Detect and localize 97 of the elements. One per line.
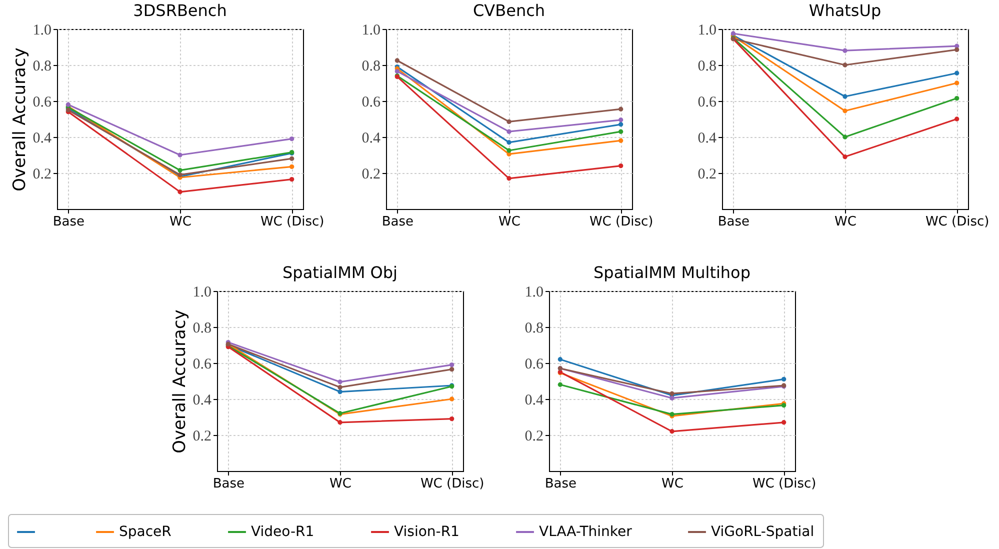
y-tick-label: 0.8 [524, 320, 544, 336]
legend-label: SpaceR [119, 524, 172, 540]
point [289, 136, 294, 142]
point [506, 176, 512, 181]
y-tick-label: 0.4 [32, 130, 52, 146]
y-tick-label: 0.8 [698, 58, 716, 74]
chart-title: SpatialMM Multihop [594, 263, 750, 282]
y-tick-label: 0.2 [362, 166, 380, 182]
point [558, 382, 563, 387]
point [954, 96, 960, 101]
point [618, 129, 624, 134]
point [449, 396, 454, 402]
y-axis-title: Overall Accuracy [10, 48, 30, 192]
legend-label: ViGoRL-Spatial [711, 524, 814, 540]
point [338, 384, 342, 390]
point [506, 140, 512, 145]
point [449, 366, 454, 372]
y-tick-label: 1.0 [362, 22, 380, 38]
point [618, 118, 624, 122]
x-tick-label: WC (Disc) [260, 214, 324, 230]
point [842, 62, 848, 68]
point [954, 47, 960, 52]
x-tick-label: WC [498, 214, 520, 230]
point [449, 362, 454, 368]
x-tick-label: WC (Disc) [589, 214, 654, 230]
legend-label: Video-R1 [251, 524, 314, 540]
legend-label: Vision-R1 [394, 524, 460, 540]
y-tick-label: 1.0 [698, 22, 716, 38]
point [842, 94, 848, 99]
x-tick-label: Base [212, 476, 245, 492]
y-tick-label: 0.6 [524, 356, 544, 372]
y-tick-label: 0.2 [32, 166, 52, 182]
point [449, 416, 454, 422]
point [781, 376, 786, 382]
point [842, 48, 848, 53]
point [289, 176, 294, 182]
point [338, 389, 342, 394]
point [842, 154, 848, 160]
point [506, 119, 512, 124]
point [178, 190, 182, 194]
x-tick-label: WC [662, 476, 684, 492]
x-tick-label: Base [52, 214, 85, 230]
chart-title: CVBench [472, 1, 546, 20]
y-tick-label: 0.8 [362, 58, 380, 74]
point [394, 58, 400, 63]
x-tick-label: WC [834, 214, 856, 230]
chart-title: WhatsUp [808, 1, 882, 20]
y-tick-label: 0.6 [698, 94, 717, 110]
y-tick-label: 1.0 [192, 284, 212, 300]
point [781, 420, 786, 425]
y-axis-title: Overall Accuracy [170, 310, 190, 454]
y-tick-label: 0.4 [192, 392, 212, 408]
point [338, 420, 342, 425]
x-tick-label: WC (Disc) [925, 214, 990, 230]
point [394, 68, 400, 74]
point [842, 108, 848, 114]
legend-label: VLAA-Thinker [539, 524, 632, 540]
point [289, 164, 294, 170]
point [618, 138, 624, 143]
point [338, 380, 342, 384]
chart-title: SpatialMM Obj [282, 263, 398, 282]
point [670, 396, 674, 400]
x-tick-label: WC [170, 214, 192, 230]
x-tick-label: Base [718, 214, 750, 230]
y-tick-label: 0.6 [192, 356, 212, 372]
y-tick-label: 0.4 [524, 392, 544, 408]
y-tick-label: 0.4 [362, 130, 381, 146]
point [506, 129, 512, 134]
point [289, 156, 294, 161]
x-tick-label: WC [330, 476, 352, 492]
x-tick-label: WC (Disc) [420, 476, 484, 492]
y-tick-label: 1.0 [524, 284, 544, 300]
y-tick-label: 0.6 [32, 94, 52, 110]
x-tick-label: WC (Disc) [752, 476, 816, 492]
y-tick-label: 0.2 [698, 166, 716, 182]
point [954, 80, 960, 86]
y-tick-label: 0.2 [192, 428, 212, 444]
x-tick-label: Base [544, 476, 577, 492]
point [954, 116, 960, 122]
point [618, 122, 624, 127]
y-tick-label: 0.6 [362, 94, 381, 110]
point [954, 70, 960, 76]
y-tick-label: 1.0 [32, 22, 52, 38]
y-tick-label: 0.4 [698, 130, 717, 146]
point [178, 168, 182, 173]
point [558, 357, 563, 362]
x-tick-label: Base [382, 214, 414, 230]
point [618, 163, 624, 168]
point [618, 106, 624, 112]
chart-title: 3DSRBench [133, 1, 227, 20]
point [670, 429, 674, 434]
point [506, 148, 512, 153]
y-tick-label: 0.8 [32, 58, 52, 74]
y-tick-label: 0.8 [192, 320, 212, 336]
y-tick-label: 0.2 [524, 428, 544, 444]
point [842, 134, 848, 140]
point [178, 152, 182, 158]
